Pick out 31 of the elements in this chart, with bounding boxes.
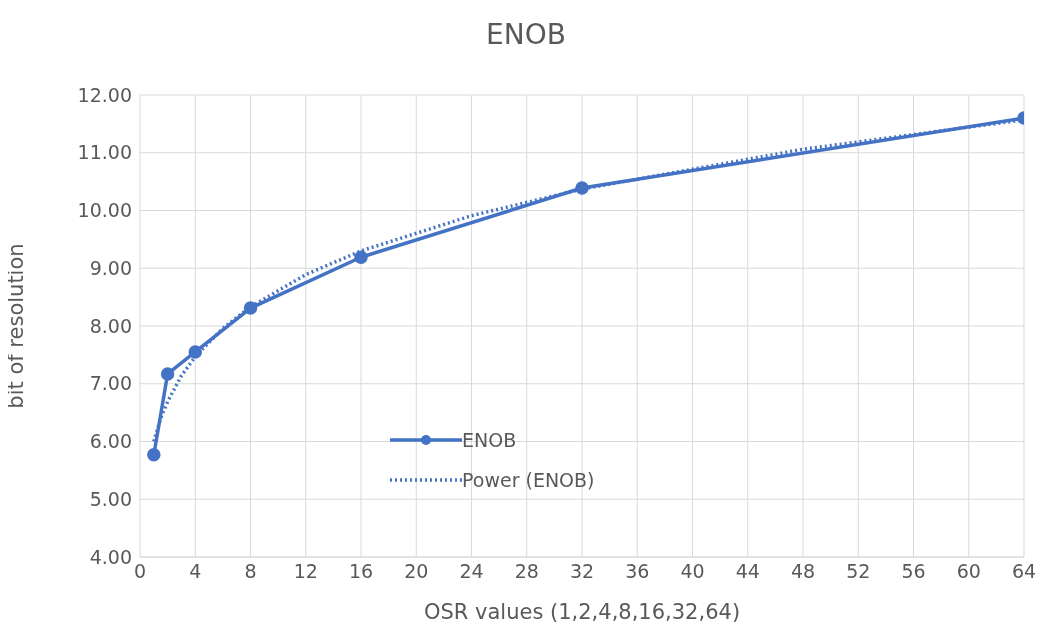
y-tick-label: 10.00	[77, 199, 132, 222]
y-tick-label: 9.00	[89, 256, 132, 279]
y-tick-label: 11.00	[77, 141, 132, 164]
x-tick-label: 8	[244, 560, 257, 583]
x-tick-label: 60	[956, 560, 981, 583]
x-tick-label: 52	[846, 560, 871, 583]
y-tick-label: 8.00	[89, 314, 132, 337]
x-tick-label: 20	[404, 560, 429, 583]
x-tick-label: 4	[189, 560, 202, 583]
y-axis-title: bit of resolution	[4, 243, 29, 409]
x-tick-label: 44	[735, 560, 760, 583]
y-tick-label: 12.00	[77, 83, 132, 106]
x-tick-label: 24	[459, 560, 484, 583]
x-tick-label: 40	[680, 560, 705, 583]
x-tick-label: 0	[133, 560, 147, 583]
x-tick-label: 12	[293, 560, 318, 583]
y-tick-label: 7.00	[89, 372, 132, 395]
x-tick-label: 64	[1011, 560, 1037, 583]
x-tick-label: 36	[625, 560, 650, 583]
x-tick-label: 32	[569, 560, 595, 583]
legend-label: Power (ENOB)	[462, 469, 595, 491]
y-tick-label: 6.00	[89, 430, 132, 453]
chart-title: ENOB	[485, 18, 567, 51]
x-tick-label: 28	[514, 560, 539, 583]
x-tick-label: 56	[901, 560, 926, 583]
x-axis-title: OSR values (1,2,4,8,16,32,64)	[423, 600, 741, 624]
y-tick-label: 5.00	[89, 487, 132, 510]
x-tick-label: 48	[790, 560, 816, 583]
legend-label: ENOB	[462, 429, 517, 451]
y-tick-label: 4.00	[89, 545, 132, 568]
x-tick-label: 16	[348, 560, 374, 583]
